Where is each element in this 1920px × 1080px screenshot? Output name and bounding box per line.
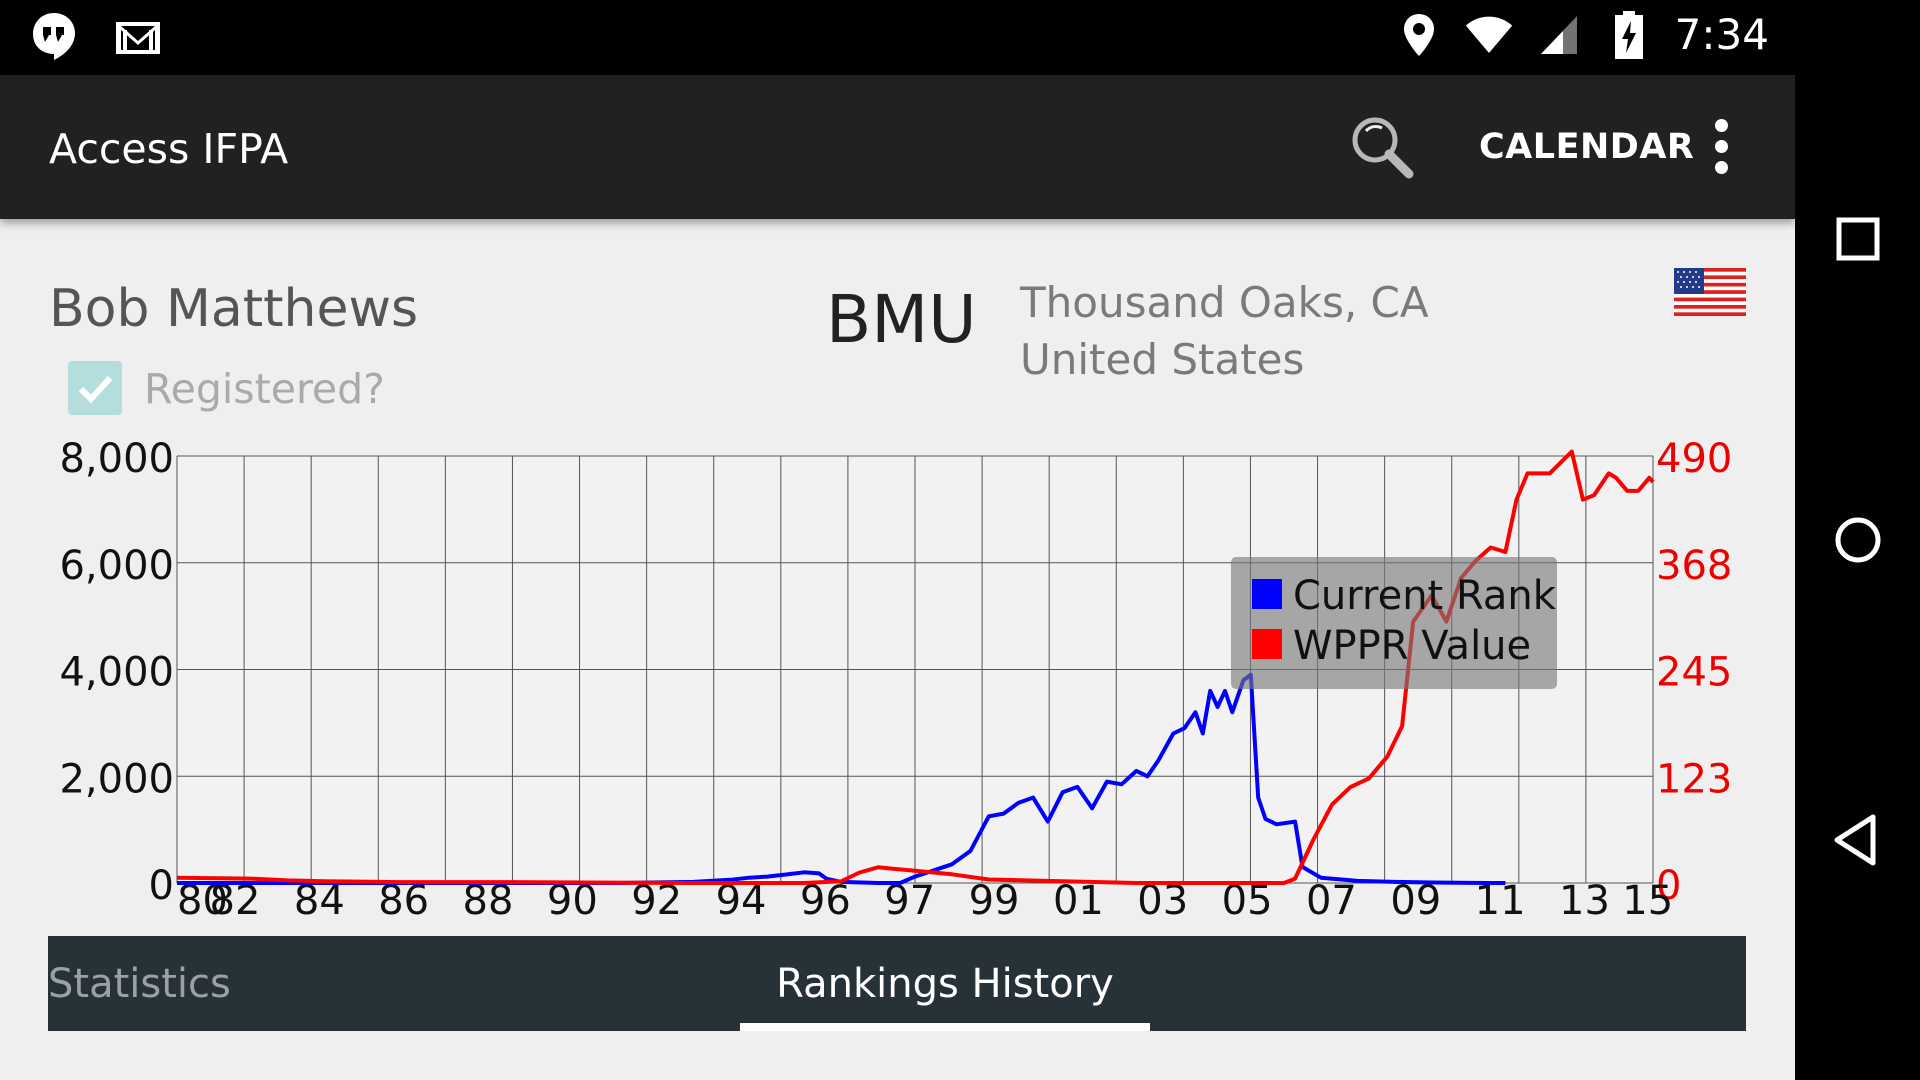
x-tick-label: 01 — [1053, 878, 1104, 924]
back-icon[interactable] — [1825, 807, 1891, 873]
clock: 7:34 — [1674, 10, 1769, 59]
legend-label: Current Rank — [1293, 573, 1557, 619]
x-tick-label: 82 — [210, 878, 261, 924]
location-icon — [1395, 11, 1443, 59]
home-icon[interactable] — [1825, 507, 1891, 573]
search-icon — [1352, 117, 1414, 179]
legend-box — [1231, 557, 1557, 689]
tab-bar: Statistics Rankings History — [48, 936, 1746, 1031]
x-tick-label: 92 — [631, 878, 682, 924]
x-tick-label: 99 — [969, 878, 1020, 924]
calendar-button[interactable]: CALENDAR — [1479, 127, 1695, 167]
player-profile: Bob Matthews BMU Thousand Oaks, CA Unite… — [0, 219, 1795, 1080]
player-country: United States — [1020, 335, 1305, 384]
x-tick-label: 09 — [1390, 878, 1441, 924]
search-button[interactable] — [1346, 111, 1418, 183]
series-line — [176, 449, 1655, 885]
registered-checkbox[interactable] — [68, 361, 122, 415]
player-location: Thousand Oaks, CA United States — [1020, 274, 1429, 388]
x-tick-label: 05 — [1222, 878, 1273, 924]
legend-label: WPPR Value — [1293, 623, 1531, 669]
registered-label: Registered? — [144, 365, 385, 413]
tab-rankings-history[interactable]: Rankings History — [776, 960, 1114, 1007]
legend-swatch — [1252, 579, 1282, 609]
y-right-tick-label: 490 — [1656, 436, 1732, 482]
x-tick-label: 11 — [1475, 878, 1526, 924]
x-tick-label: 15 — [1622, 878, 1673, 924]
series-line — [177, 672, 1506, 885]
player-initials: BMU — [826, 281, 977, 358]
app-title: Access IFPA — [49, 125, 289, 173]
gmail-icon — [114, 12, 162, 60]
y-right-tick-label: 245 — [1656, 650, 1732, 696]
y-right-tick-label: 0 — [1656, 863, 1681, 909]
y-left-tick-label: 8,000 — [59, 436, 174, 482]
checkmark-icon — [78, 375, 113, 404]
y-left-tick-label: 2,000 — [59, 756, 174, 802]
tab-selected-indicator — [740, 1023, 1150, 1031]
wifi-icon — [1465, 11, 1513, 59]
x-tick-label: 03 — [1137, 878, 1188, 924]
y-right-tick-label: 123 — [1656, 756, 1732, 802]
signal-icon — [1535, 11, 1583, 59]
status-bar: 7:34 — [0, 0, 1795, 75]
us-flag-icon — [1674, 268, 1746, 316]
app-bar: Access IFPA CALENDAR — [0, 75, 1795, 219]
player-name: Bob Matthews — [49, 279, 419, 339]
y-left-tick-label: 0 — [149, 863, 174, 909]
tab-statistics[interactable]: Statistics — [48, 960, 231, 1007]
recents-icon[interactable] — [1825, 206, 1891, 272]
y-left-tick-label: 4,000 — [59, 650, 174, 696]
x-tick-label: 94 — [716, 878, 767, 924]
x-tick-label: 88 — [463, 878, 514, 924]
x-tick-label: 84 — [294, 878, 345, 924]
x-tick-label: 07 — [1306, 878, 1357, 924]
y-right-tick-label: 368 — [1656, 543, 1732, 589]
x-tick-label: 86 — [378, 878, 429, 924]
overflow-menu-icon[interactable] — [1706, 119, 1736, 175]
x-tick-label: 97 — [884, 878, 935, 924]
system-navigation-bar — [1795, 0, 1920, 1080]
battery-charging-icon — [1605, 10, 1653, 59]
x-tick-label: 90 — [547, 878, 598, 924]
hangouts-icon — [30, 12, 78, 60]
x-tick-label: 96 — [800, 878, 851, 924]
x-tick-label: 80 — [177, 878, 228, 924]
player-city: Thousand Oaks, CA — [1020, 278, 1429, 327]
y-left-tick-label: 6,000 — [59, 543, 174, 589]
x-tick-label: 13 — [1559, 878, 1610, 924]
legend-swatch — [1252, 629, 1282, 659]
